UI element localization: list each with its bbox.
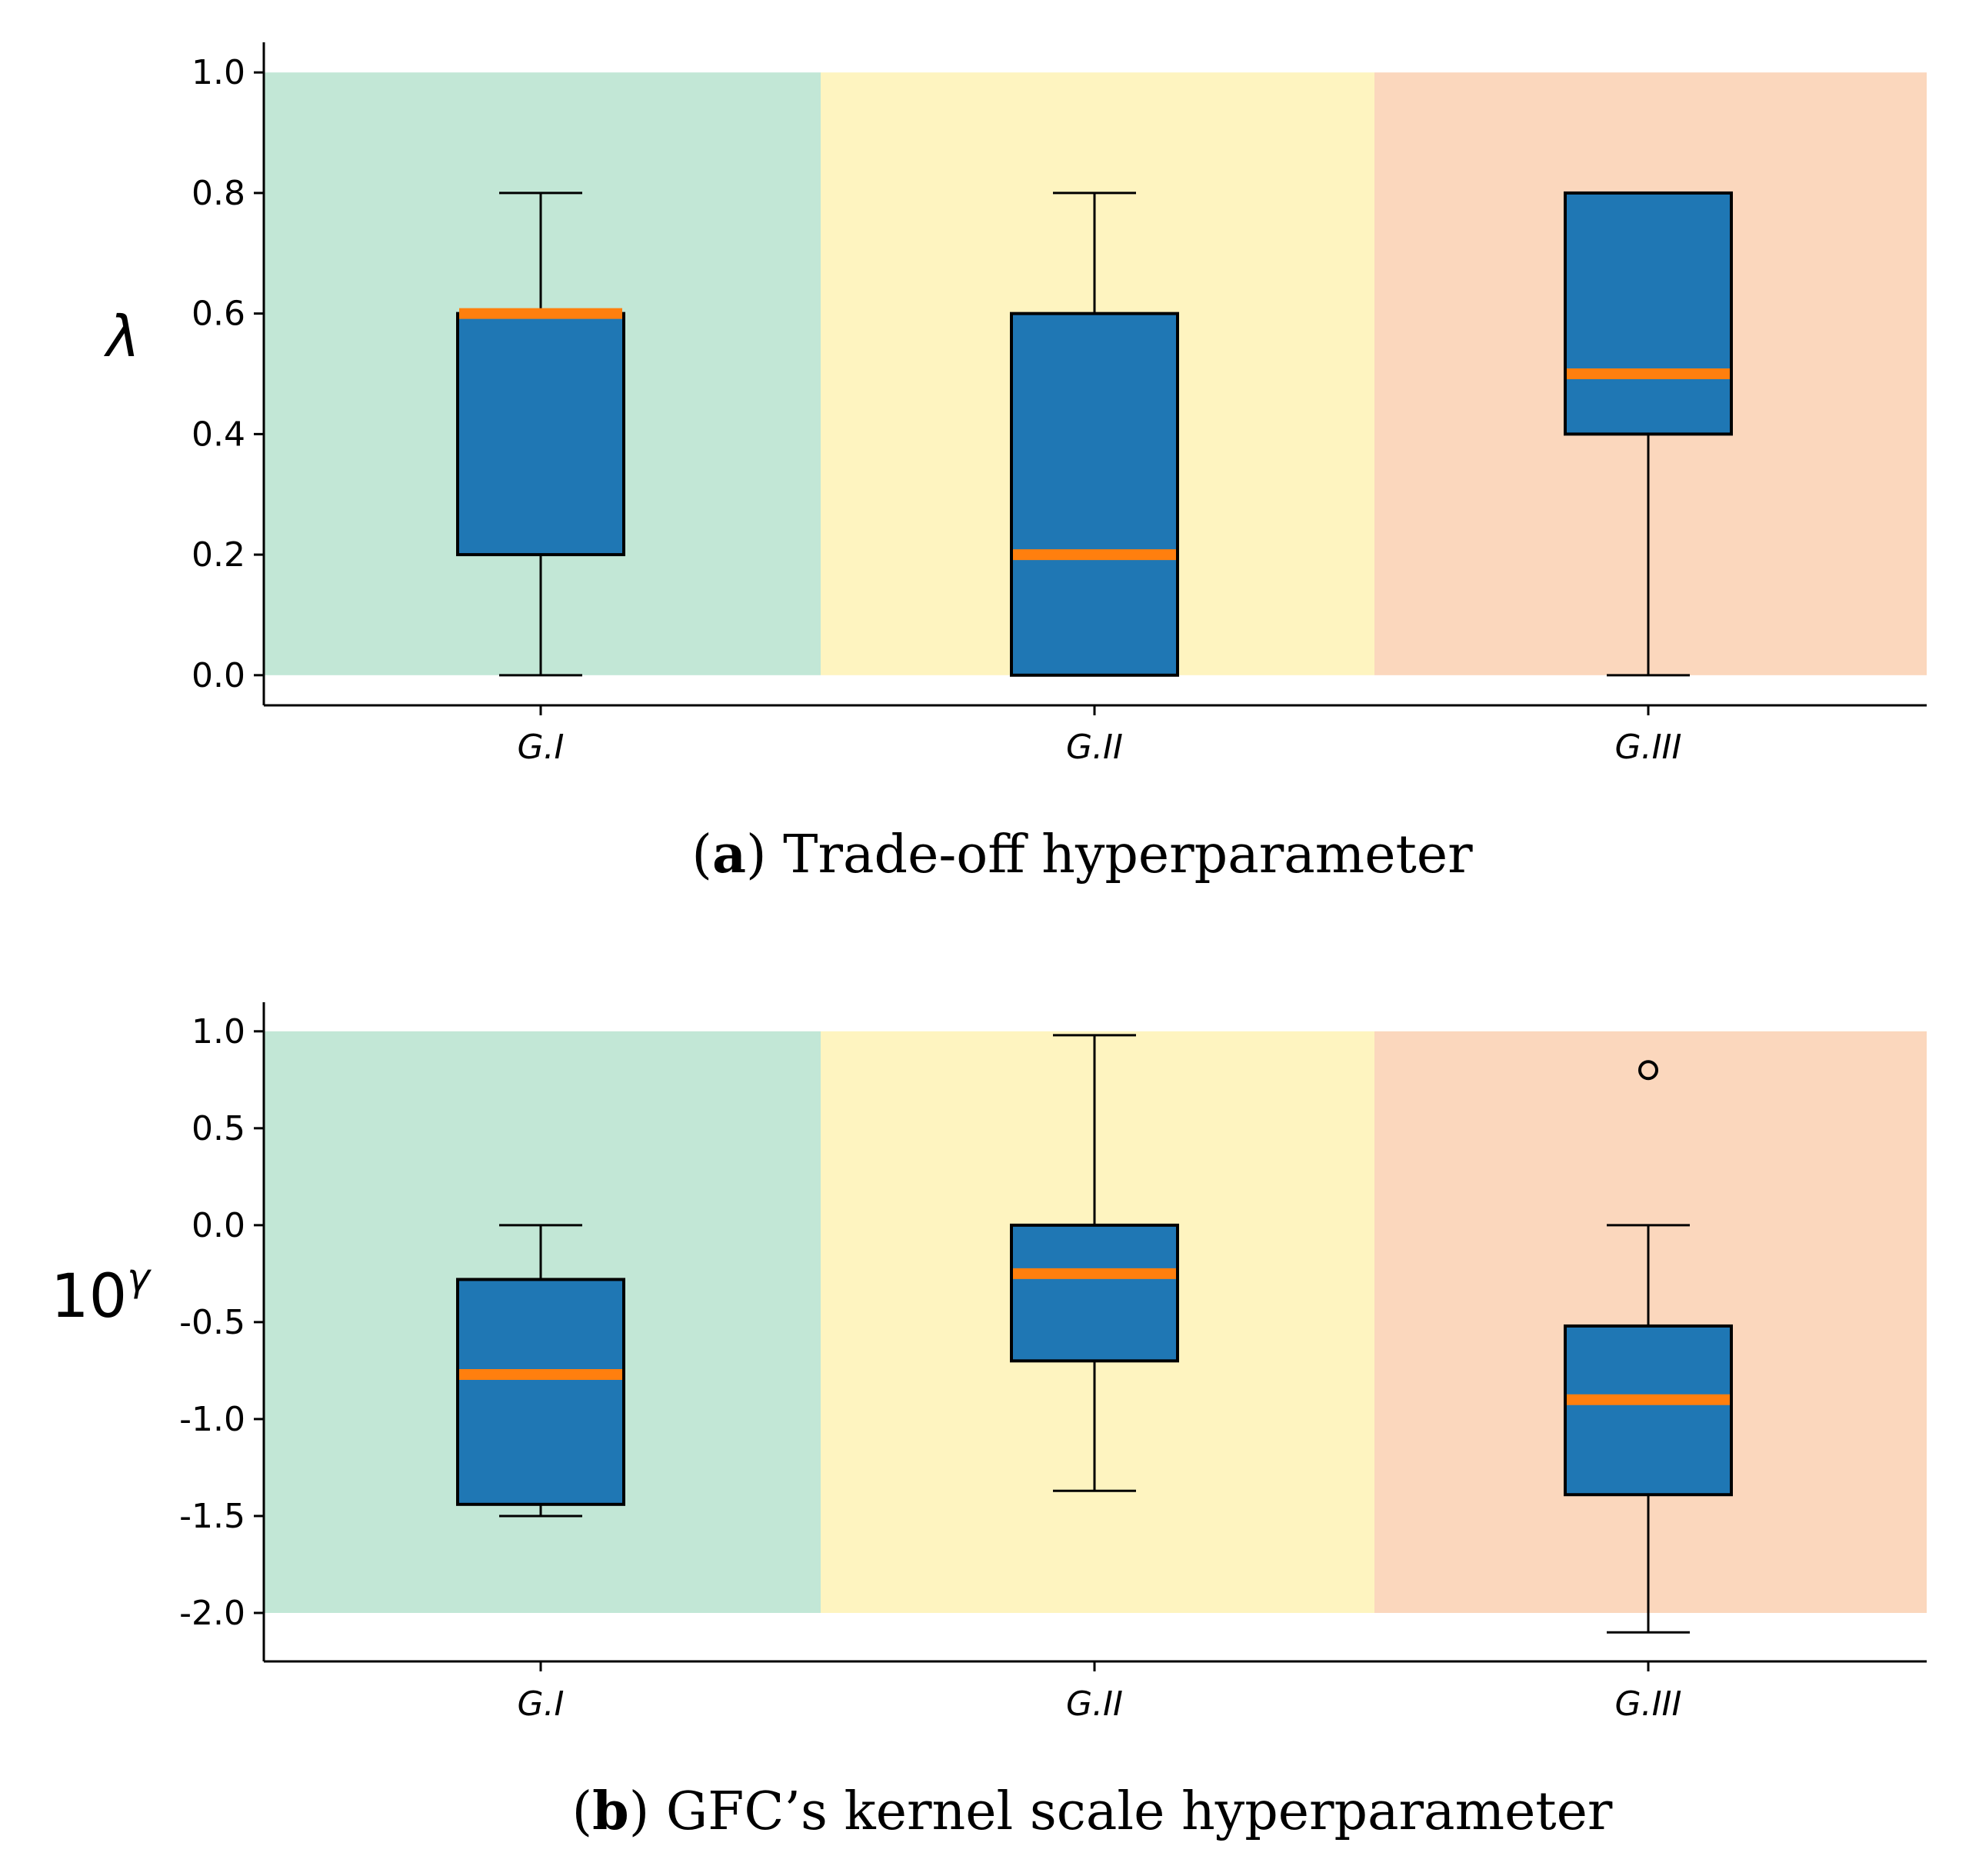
box-G.I xyxy=(456,1224,625,1518)
panel-a: 0.0 0.2 0.4 0.6 0.8 1.0 G.I G.II G.III λ (a) Tr… xyxy=(103,42,1927,885)
x-ticks: G.I G.II G.III xyxy=(517,1661,1682,1724)
caption-b-letter: b xyxy=(592,1781,629,1842)
box-G.II xyxy=(1010,192,1179,677)
y-tick-label: 0.4 xyxy=(192,415,245,454)
y-tick-label: -0.5 xyxy=(179,1303,245,1342)
y-ticks: -2.0 -1.5 -1.0 -0.5 0.0 0.5 1.0 xyxy=(179,1012,264,1633)
y-axis-label-base: 10 xyxy=(51,1262,127,1331)
y-tick-label: 0.8 xyxy=(192,174,245,213)
y-tick-label: 1.0 xyxy=(192,53,245,92)
y-axis-label: λ xyxy=(103,304,140,370)
outlier-point xyxy=(1638,1060,1658,1081)
y-axis-label-exponent: γ xyxy=(127,1255,152,1300)
x-tick-label: G.I xyxy=(517,728,564,767)
box-G.I xyxy=(456,192,625,677)
x-tick-label: G.III xyxy=(1614,728,1681,767)
y-tick-label: -1.0 xyxy=(179,1400,245,1439)
iqr-box xyxy=(456,312,625,557)
box-plots xyxy=(456,1034,1733,1634)
caption-a-text: Trade-off hyperparameter xyxy=(783,825,1473,885)
x-tick-label: G.II xyxy=(1066,1684,1123,1724)
x-tick-label: G.III xyxy=(1614,1684,1681,1724)
iqr-box xyxy=(1010,1223,1179,1363)
caption-b-text: GFC’s kernel scale hyperparameter xyxy=(666,1781,1613,1842)
x-ticks: G.I G.II G.III xyxy=(517,705,1682,767)
iqr-box xyxy=(1564,1324,1733,1497)
y-tick-label: 0.0 xyxy=(192,656,245,695)
x-tick-label: G.II xyxy=(1066,728,1123,767)
iqr-box xyxy=(1010,312,1179,677)
box-G.III xyxy=(1564,191,1733,677)
y-tick-label: -2.0 xyxy=(179,1594,245,1633)
caption-b: (b) GFC’s kernel scale hyperparameter xyxy=(572,1781,1613,1842)
y-tick-label: 0.2 xyxy=(192,535,245,575)
y-ticks: 0.0 0.2 0.4 0.6 0.8 1.0 xyxy=(192,53,264,695)
y-axis-label: 10γ xyxy=(51,1255,152,1331)
y-tick-label: 0.6 xyxy=(192,295,245,334)
box-G.II xyxy=(1010,1034,1179,1492)
panel-b: -2.0 -1.5 -1.0 -0.5 0.0 0.5 1.0 G.I G.II G.III 1… xyxy=(51,1002,1927,1842)
y-tick-label: 0.5 xyxy=(192,1109,245,1148)
box-plots xyxy=(456,191,1733,677)
caption-a-letter: a xyxy=(712,824,746,885)
caption-a: (a) Trade-off hyperparameter xyxy=(691,824,1473,885)
x-tick-label: G.I xyxy=(517,1684,564,1724)
region-G.III xyxy=(1374,1031,1927,1613)
box-G.III xyxy=(1564,1060,1733,1634)
y-tick-label: 1.0 xyxy=(192,1012,245,1051)
iqr-box xyxy=(456,1278,625,1506)
y-tick-label: -1.5 xyxy=(179,1497,245,1536)
iqr-box xyxy=(1564,191,1733,436)
y-tick-label: 0.0 xyxy=(192,1206,245,1245)
